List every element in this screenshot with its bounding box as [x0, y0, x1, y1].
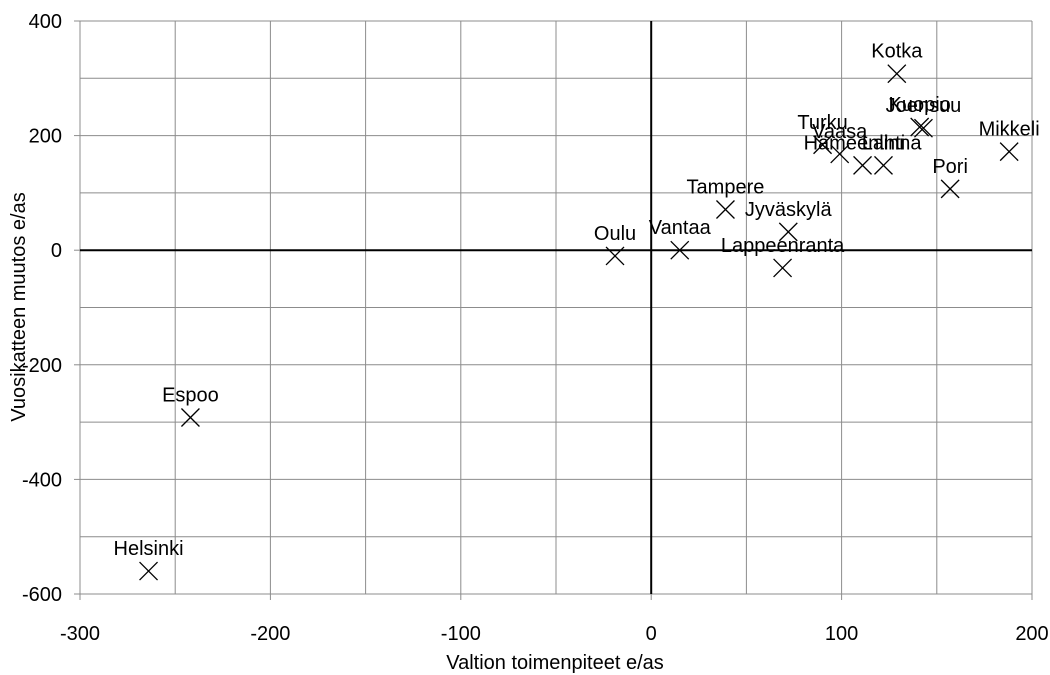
data-point-marker	[139, 561, 159, 581]
data-point-marker	[715, 200, 735, 219]
data-point-marker	[887, 64, 907, 84]
marker-stroke	[773, 258, 793, 278]
marker-stroke	[715, 200, 735, 219]
data-point-marker	[853, 155, 873, 175]
tick-labels: -300 -200 -100 0 100 200 -600 -400 -200 0 200 400	[22, 11, 1049, 645]
data-point-marker	[830, 144, 850, 164]
marker-stroke	[910, 117, 930, 137]
point-label: Espoo	[162, 385, 219, 407]
point-label: Mikkeli	[979, 119, 1040, 141]
point-label: Turku	[797, 112, 847, 134]
x-tick-label: -200	[250, 623, 290, 645]
marker-stroke	[940, 179, 960, 199]
x-tick-label: 0	[646, 623, 657, 645]
x-tick-label: 200	[1015, 623, 1048, 645]
point-label: Pori	[932, 156, 968, 178]
marker-stroke	[605, 246, 625, 266]
data-point-marker	[874, 155, 893, 175]
point-label: Jyväskylä	[745, 199, 833, 221]
y-axis-title: Vuosikatteen muutos e/as	[8, 192, 30, 421]
y-tick-label: 200	[29, 126, 62, 148]
axes	[80, 21, 1032, 594]
point-label: Joensuu	[886, 95, 962, 117]
data-point-marker	[813, 135, 833, 155]
marker-stroke	[830, 144, 850, 164]
data-point-marker	[180, 408, 200, 427]
data-point-marker	[773, 258, 793, 278]
point-label: Hämeenlinna	[804, 132, 923, 154]
y-tick-label: -400	[22, 469, 62, 491]
marker-stroke	[778, 222, 798, 242]
data-point-marker	[778, 222, 798, 242]
point-label: Kuopio	[889, 94, 951, 116]
point-label: Lappeenranta	[721, 235, 845, 257]
x-axis-title: Valtion toimenpiteet e/as	[446, 652, 664, 674]
x-tick-label: -100	[441, 623, 481, 645]
x-tick-label: 100	[825, 623, 858, 645]
data-point-marker	[914, 118, 933, 138]
point-label: Vantaa	[649, 217, 712, 239]
marker-stroke	[853, 155, 873, 175]
point-label: Vaasa	[812, 121, 868, 143]
y-tick-label: 400	[29, 11, 62, 33]
y-tick-label: 0	[51, 240, 62, 262]
data-point-marker	[999, 142, 1019, 162]
data-point-marker	[670, 240, 690, 260]
marker-stroke	[914, 118, 933, 138]
point-label: Helsinki	[114, 538, 184, 560]
data-point-marker	[910, 117, 930, 137]
y-tick-label: -600	[22, 584, 62, 606]
data-point-marker	[940, 179, 960, 199]
point-label: Lahti	[862, 132, 905, 154]
x-tick-label: -300	[60, 623, 100, 645]
point-label: Oulu	[594, 223, 636, 245]
marker-stroke	[874, 155, 893, 175]
marker-stroke	[887, 64, 907, 84]
marker-stroke	[180, 408, 200, 427]
marker-stroke	[813, 135, 833, 155]
data-markers	[139, 64, 1019, 581]
y-tick-label: -200	[22, 355, 62, 377]
point-label: Tampere	[687, 177, 765, 199]
point-label: Kotka	[871, 41, 923, 63]
marker-stroke	[670, 240, 690, 260]
data-point-marker	[605, 246, 625, 266]
marker-stroke	[999, 142, 1019, 162]
marker-stroke	[139, 561, 159, 581]
